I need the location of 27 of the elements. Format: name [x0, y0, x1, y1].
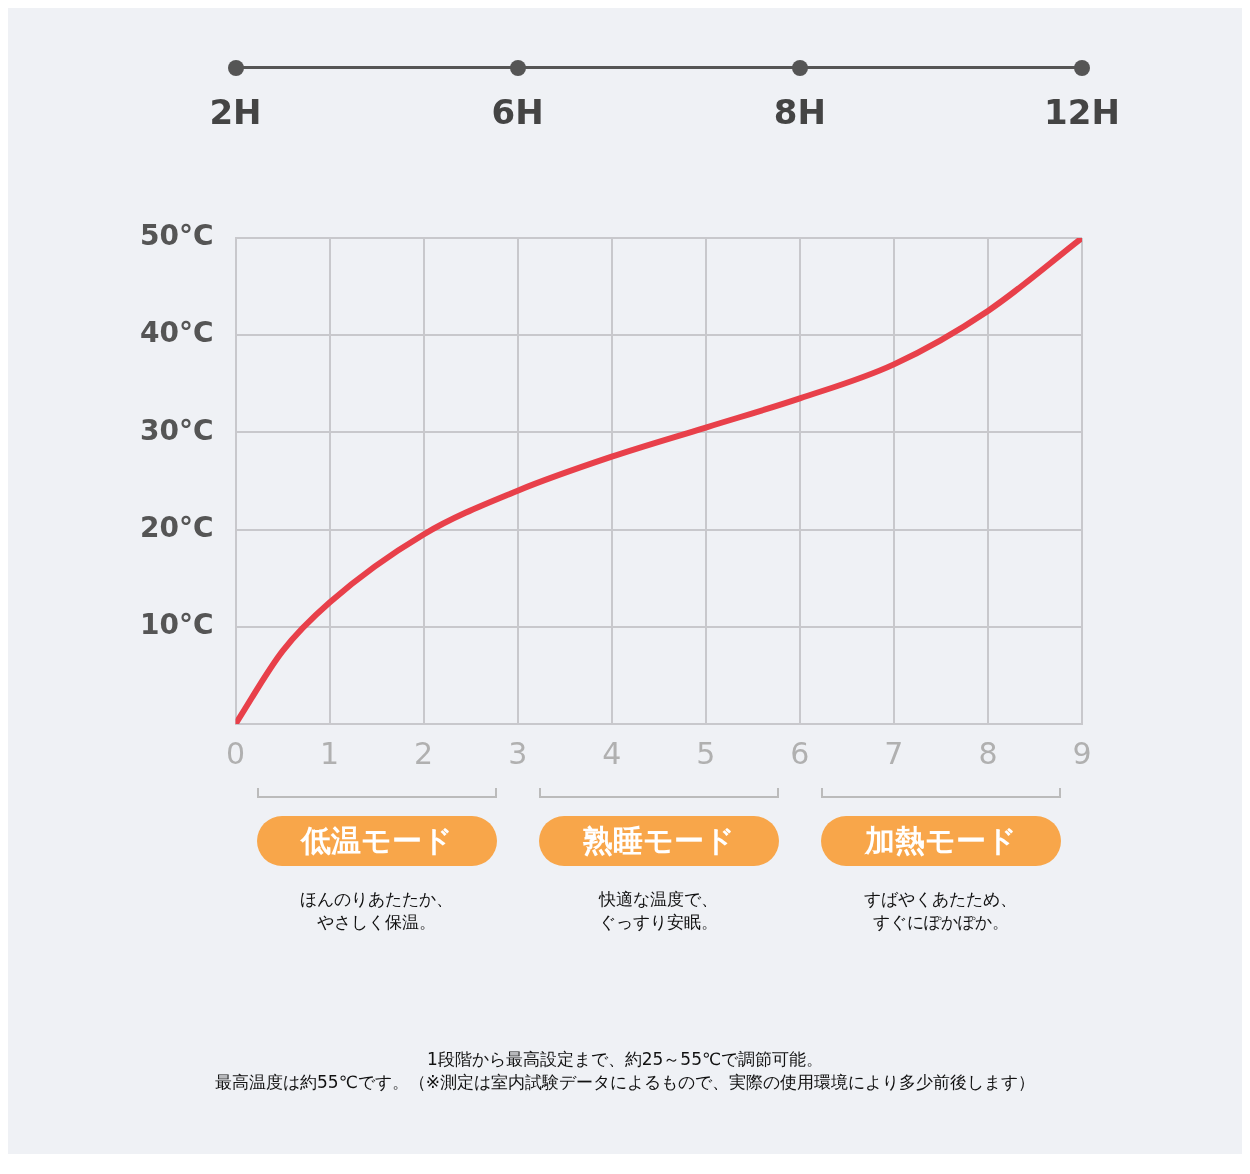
text: 加熱モード — [820, 816, 1061, 866]
x-tick-label: 2 — [414, 735, 434, 771]
text: ほんのりあたたか、やさしく保温。 — [299, 888, 455, 934]
text: 8H — [772, 92, 827, 132]
y-tick-label: 40°C — [140, 316, 214, 350]
text: 1段階から最高設定まで、約25～55℃で調節可能。 — [425, 1048, 825, 1071]
text: 低温モード — [256, 816, 497, 866]
x-tick-label: 4 — [602, 735, 622, 771]
x-tick-label: 3 — [508, 735, 528, 771]
text: 快適な温度で、ぐっすり安眠。 — [597, 888, 720, 934]
y-tick-label: 30°C — [140, 413, 214, 447]
text: 12H — [1043, 92, 1121, 132]
x-tick-label: 5 — [696, 735, 716, 771]
text: すばやくあたため、すぐにぽかぽか。 — [863, 888, 1019, 934]
y-tick-label: 50°C — [140, 219, 214, 253]
x-tick-label: 7 — [884, 735, 904, 771]
x-tick-label: 0 — [225, 735, 246, 771]
x-tick-label: 9 — [1072, 735, 1092, 771]
text: 6H — [490, 92, 545, 132]
x-tick-label: 6 — [790, 735, 810, 771]
y-tick-label: 20°C — [140, 510, 214, 544]
text: 2H — [208, 92, 263, 132]
y-tick-label: 10°C — [140, 608, 214, 642]
text: 熟睡モード — [538, 816, 779, 866]
x-tick-label: 1 — [320, 735, 340, 771]
x-tick-label: 8 — [978, 735, 998, 771]
text: 最高温度は約55℃です。（※測定は室内試験データによるもので、実際の使用環境により多少前後します） — [214, 1071, 1036, 1094]
